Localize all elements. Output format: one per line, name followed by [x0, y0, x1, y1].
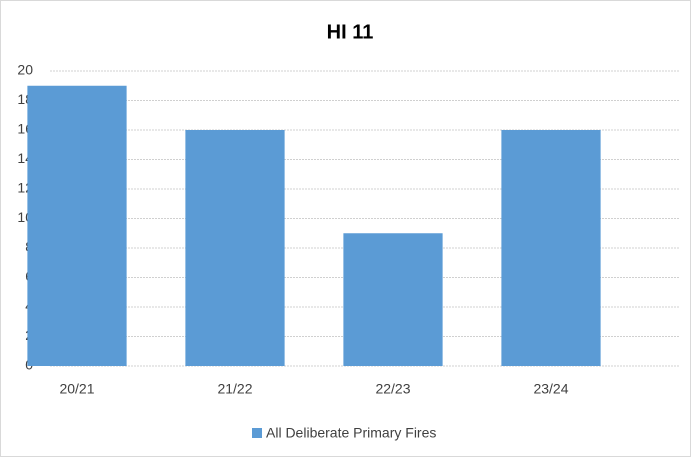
chart-title: HI 11 [327, 21, 374, 43]
y-tick-label: 20 [17, 62, 33, 78]
x-tick-label: 21/22 [217, 381, 252, 397]
x-tick-label: 23/24 [533, 381, 568, 397]
x-tick-label: 22/23 [375, 381, 410, 397]
bar [185, 130, 285, 366]
bar [343, 233, 443, 366]
legend-label: All Deliberate Primary Fires [266, 425, 436, 441]
bar [27, 85, 127, 366]
bar [501, 130, 601, 366]
legend-swatch [252, 428, 262, 438]
x-tick-label: 20/21 [59, 381, 94, 397]
